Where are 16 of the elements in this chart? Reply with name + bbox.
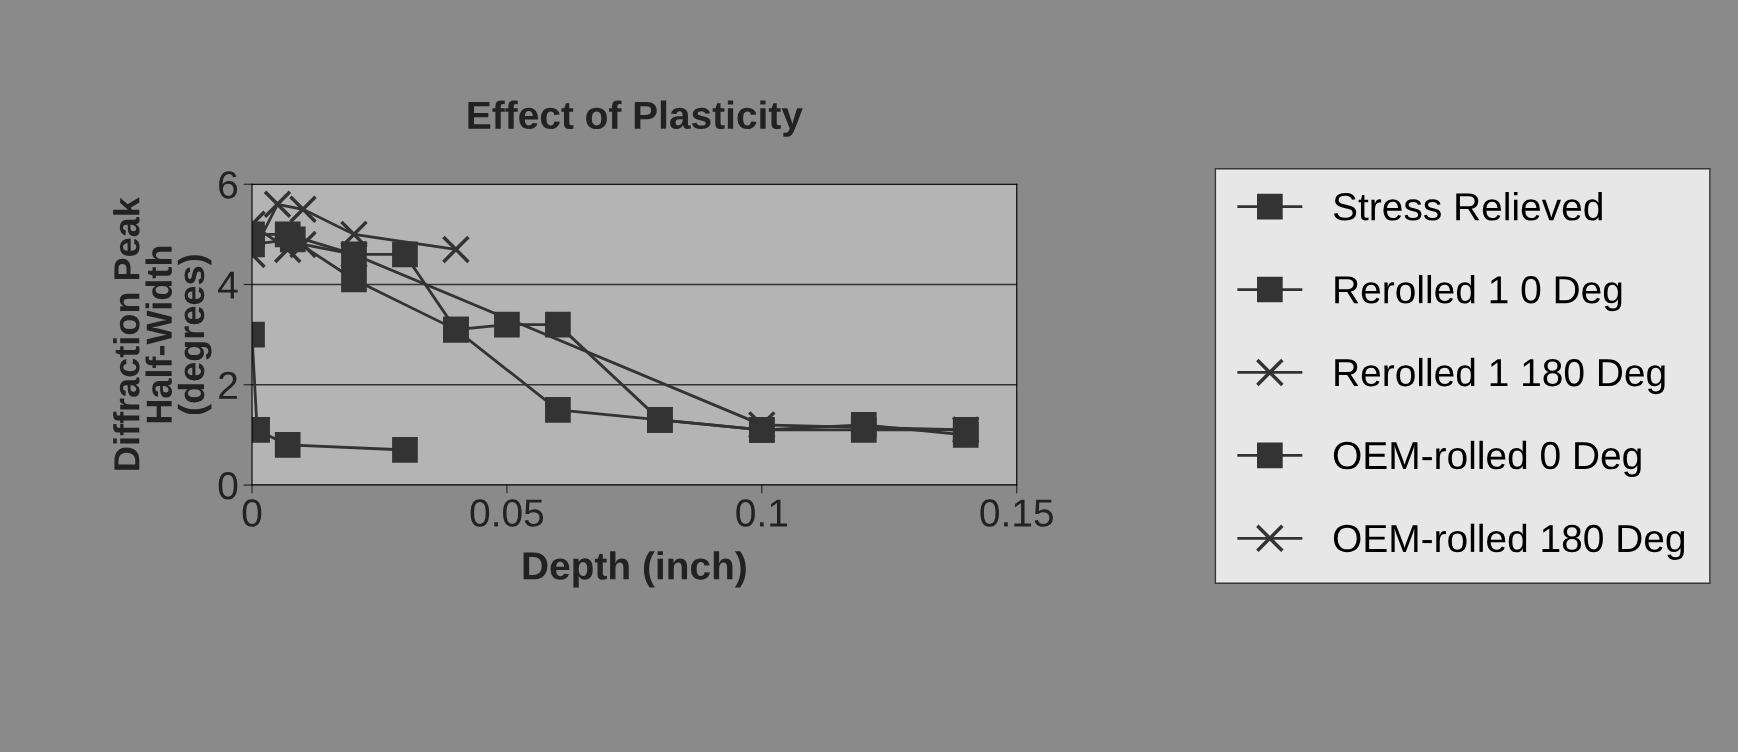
x-axis-title: Depth (inch) <box>523 551 746 588</box>
x-tick-label: 0.05 <box>470 499 544 527</box>
legend-label: OEM-rolled 0 Deg <box>1333 440 1641 478</box>
y-tick-label: 4 <box>218 271 238 299</box>
chart-title: Effect of Plasticity <box>468 100 803 137</box>
legend-label: Rerolled 1 0 Deg <box>1335 274 1622 312</box>
legend-label: Rerolled 1 180 Deg <box>1335 357 1665 395</box>
y-tick-label: 0 <box>218 471 238 500</box>
y-tick-label: 2 <box>219 371 237 399</box>
x-tick-label: 0.1 <box>736 499 787 527</box>
y-axis-title: Diffraction Peak Half-Width (degrees) <box>113 197 212 470</box>
x-tick-label: 0.15 <box>980 499 1053 527</box>
legend-label: Stress Relieved <box>1333 192 1602 221</box>
legend-label: OEM-rolled 180 Deg <box>1333 523 1685 560</box>
x-tick-label: 0 <box>242 499 262 527</box>
y-tick-label: 6 <box>219 171 238 199</box>
